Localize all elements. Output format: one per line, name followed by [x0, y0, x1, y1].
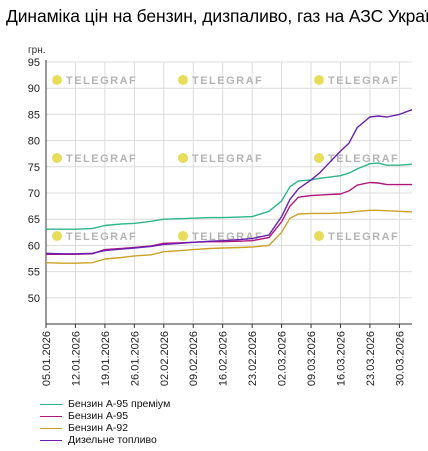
watermark-logo-icon: [314, 75, 324, 85]
y-tick-label: 60: [28, 240, 40, 252]
legend: Бензин А-95 преміум Бензин А-95 Бензин А-9…: [40, 398, 170, 446]
legend-swatch: [40, 427, 62, 429]
x-tick-label: 05.01.2026: [41, 331, 53, 386]
watermark-text: TELEGRAF: [66, 153, 137, 165]
watermark: TELEGRAF: [314, 153, 399, 165]
x-tick-label: 23.03.2026: [365, 331, 377, 386]
y-tick-label: 95: [28, 57, 40, 69]
legend-label: Бензин А-95 преміум: [68, 398, 171, 410]
legend-swatch: [40, 415, 62, 417]
watermarks: TELEGRAF TELEGRAF TELEGRAF TELEGRAF TELEGRAF…: [52, 75, 399, 243]
watermark-logo-icon: [314, 231, 324, 241]
legend-item: Бензин А-92: [40, 422, 170, 434]
watermark-text: TELEGRAF: [328, 231, 399, 243]
legend-label: Бензин А-95: [68, 410, 129, 422]
legend-item: Дизельне топливо: [40, 434, 170, 446]
series-line: [46, 162, 413, 230]
x-tick-label: 09.03.2026: [306, 331, 318, 386]
y-tick-label: 50: [28, 293, 40, 305]
gridlines: [45, 61, 412, 324]
watermark: TELEGRAF: [178, 75, 263, 87]
watermark: TELEGRAF: [178, 231, 263, 243]
watermark-logo-icon: [52, 231, 62, 241]
watermark-text: TELEGRAF: [66, 75, 137, 87]
watermark-logo-icon: [178, 231, 188, 241]
y-tick-label: 90: [28, 83, 40, 95]
legend-label: Бензин А-92: [68, 422, 129, 434]
legend-item: Бензин А-95: [40, 410, 170, 422]
watermark-text: TELEGRAF: [192, 153, 263, 165]
legend-swatch: [40, 439, 62, 441]
y-tick-label: 55: [28, 267, 40, 279]
watermark: TELEGRAF: [314, 75, 399, 87]
y-tick-label: 65: [28, 214, 40, 226]
legend-item: Бензин А-95 преміум: [40, 398, 170, 410]
x-tick-label: 09.02.2026: [188, 331, 200, 386]
x-tick-label: 16.02.2026: [218, 331, 230, 386]
watermark: TELEGRAF: [178, 153, 263, 165]
legend-swatch: [40, 403, 62, 405]
x-tick-label: 30.03.2026: [394, 331, 406, 386]
watermark: TELEGRAF: [52, 231, 137, 243]
y-tick-label: 75: [28, 162, 40, 174]
x-tick-label: 26.01.2026: [129, 331, 141, 386]
series-line: [45, 209, 413, 264]
watermark-text: TELEGRAF: [328, 153, 399, 165]
watermark-logo-icon: [178, 153, 188, 163]
watermark-text: TELEGRAF: [66, 231, 137, 243]
x-tick-label: 19.01.2026: [100, 331, 112, 386]
axes: 50 55 60 65 70 75 80 85 90 95 05.01.2026 12.01.2026…: [28, 57, 412, 386]
watermark-logo-icon: [52, 75, 62, 85]
x-tick-label: 23.02.2026: [247, 331, 259, 386]
series-lines: [45, 109, 413, 264]
x-tick-label: 02.03.2026: [277, 331, 289, 386]
chart-title: Динаміка цін на бензин, дизпаливо, газ н…: [6, 6, 428, 26]
watermark-text: TELEGRAF: [192, 75, 263, 87]
x-tick-label: 02.02.2026: [159, 331, 171, 386]
watermark: TELEGRAF: [52, 75, 137, 87]
series-line: [45, 109, 413, 255]
x-tick-label: 16.03.2026: [335, 331, 347, 386]
legend-label: Дизельне топливо: [68, 434, 157, 446]
watermark: TELEGRAF: [314, 231, 399, 243]
watermark-logo-icon: [178, 75, 188, 85]
y-axis-label: грн.: [28, 45, 46, 56]
watermark-logo-icon: [314, 153, 324, 163]
y-tick-label: 85: [28, 109, 40, 121]
watermark-text: TELEGRAF: [328, 75, 399, 87]
y-tick-label: 80: [28, 136, 40, 148]
watermark-text: TELEGRAF: [192, 231, 263, 243]
watermark: TELEGRAF: [52, 153, 137, 165]
x-tick-label: 12.01.2026: [70, 331, 82, 386]
y-tick-label: 70: [28, 188, 40, 200]
watermark-logo-icon: [52, 153, 62, 163]
